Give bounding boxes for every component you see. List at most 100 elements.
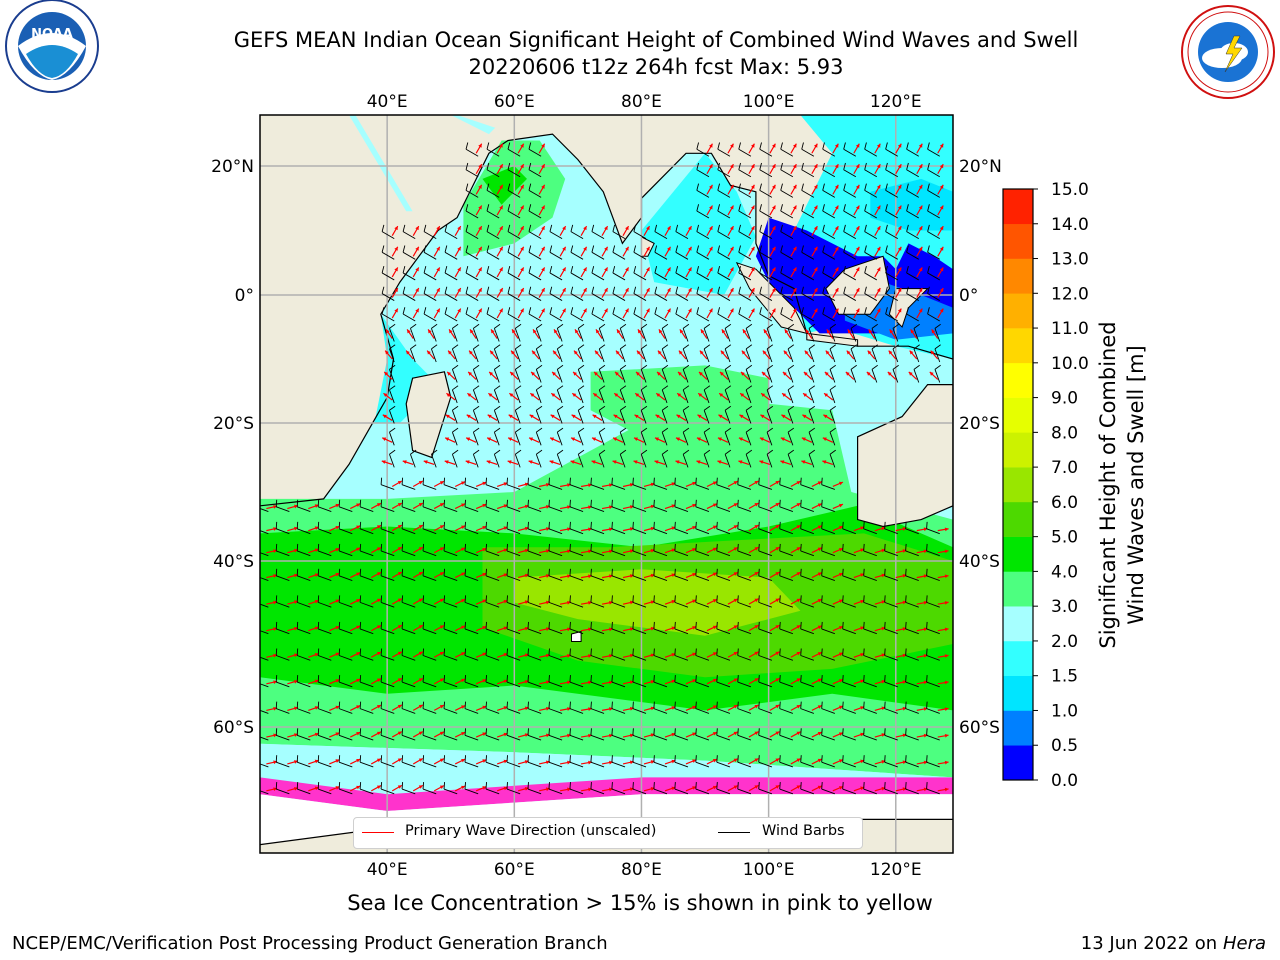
wind-barb	[759, 313, 773, 322]
wind-barb-feather	[696, 142, 700, 150]
wind-barb	[527, 761, 542, 768]
wind-barb	[410, 348, 416, 363]
wind-barb-feather	[464, 648, 467, 656]
wind-barb	[884, 655, 898, 661]
lon-tick-label-bottom: 40°E	[367, 860, 408, 880]
wave-arrow-head	[739, 414, 744, 419]
wave-arrow-head	[448, 350, 452, 355]
wind-barb-feather	[703, 449, 711, 455]
wave-arrow-head	[551, 393, 556, 397]
wind-barb-feather	[549, 266, 553, 274]
wind-barb-feather	[296, 499, 299, 507]
wind-barb-feather	[724, 364, 732, 370]
wind-barb-feather	[338, 499, 341, 507]
wind-barb-feather	[829, 364, 837, 370]
wind-barb	[486, 231, 500, 240]
wave-arrow-head	[478, 226, 482, 231]
wave-arrow-head	[860, 706, 865, 710]
wind-barb-feather	[255, 755, 256, 762]
wind-barb	[927, 231, 940, 240]
wind-barb	[927, 272, 940, 281]
colorbar-tick-label: 7.0	[1051, 458, 1078, 478]
wave-arrow-head	[740, 393, 745, 397]
wind-barb	[863, 628, 877, 635]
wind-barb-feather	[695, 701, 697, 709]
wind-barb-feather	[716, 595, 718, 603]
wind-barb	[884, 528, 898, 535]
wind-barb	[717, 169, 731, 178]
wind-barb	[260, 630, 269, 635]
wind-barb	[260, 709, 269, 714]
wave-arrow-head	[541, 246, 545, 251]
wave-arrow-head	[415, 226, 419, 231]
wind-barb-feather	[611, 499, 613, 507]
wind-barb	[653, 788, 668, 795]
wind-barb	[808, 432, 815, 446]
colorbar-segment	[1003, 501, 1033, 537]
wind-barb	[472, 410, 479, 424]
wind-barb-feather	[780, 142, 783, 150]
wave-arrow-head	[868, 329, 873, 334]
wave-arrow-head	[741, 350, 746, 355]
wave-arrow-head	[588, 733, 592, 738]
wind-barb	[528, 189, 542, 198]
wind-barb-feather	[527, 675, 529, 683]
wind-barb-feather	[905, 568, 907, 576]
wave-arrow-head	[792, 205, 797, 210]
wave-arrow-head	[944, 760, 949, 765]
wind-barb-feather	[473, 323, 480, 329]
wind-barb	[317, 708, 332, 714]
wave-arrow-head	[918, 246, 923, 251]
wind-barb-feather	[759, 266, 762, 274]
wind-barb-feather	[927, 224, 930, 232]
wave-arrow-head	[719, 371, 724, 376]
wind-barb	[507, 210, 521, 219]
wind-barb	[829, 348, 836, 363]
wind-barb	[577, 348, 584, 363]
wave-arrow-head	[314, 548, 319, 553]
colorbar-label-wrap: Significant Height of Combined Wind Wave…	[1082, 180, 1162, 790]
wave-arrow-head	[508, 414, 513, 419]
wind-barb	[696, 251, 710, 260]
wave-arrow-head	[918, 226, 923, 231]
wind-barb	[779, 655, 794, 661]
wave-arrow-head	[461, 732, 466, 736]
wave-arrow-head	[876, 226, 881, 231]
wind-barb	[485, 681, 500, 688]
wind-barb-feather	[590, 595, 592, 603]
wave-arrow-head	[461, 525, 466, 530]
wind-barb	[843, 148, 857, 157]
wind-barb	[703, 348, 710, 363]
wind-barb-feather	[590, 701, 592, 709]
wind-barb-feather	[338, 595, 341, 603]
wind-barb-feather	[787, 427, 795, 433]
wave-arrow-head	[407, 329, 411, 334]
lat-tick-label-right: 40°S	[959, 552, 1000, 572]
wind-barb-feather	[598, 385, 606, 391]
wind-barb	[464, 528, 479, 535]
wind-barb-feather	[422, 782, 425, 790]
wind-barb-feather	[632, 648, 634, 656]
wind-barb-feather	[401, 755, 404, 763]
wind-barb	[443, 550, 458, 557]
wind-barb-feather	[317, 521, 320, 529]
wind-barb	[260, 656, 269, 661]
wind-barb-feather	[296, 521, 299, 529]
wave-arrow-head	[482, 705, 487, 710]
wave-arrow-head	[796, 503, 801, 507]
wind-barb-feather	[780, 307, 783, 315]
wind-barb	[276, 575, 290, 582]
wind-barb-feather	[536, 385, 543, 391]
wind-barb-feather	[380, 521, 383, 529]
wave-arrow-head	[813, 308, 818, 313]
wind-barb-feather	[674, 499, 676, 507]
wind-barb	[842, 734, 856, 741]
wind-barb	[317, 655, 332, 661]
wave-arrow-head	[335, 652, 340, 657]
wave-arrow-head	[531, 371, 536, 376]
wind-barb-feather	[696, 307, 700, 315]
wind-barb	[808, 410, 815, 424]
wave-arrow-head	[671, 526, 676, 531]
wave-arrow-head	[888, 350, 893, 355]
wind-barb-feather	[675, 224, 679, 232]
